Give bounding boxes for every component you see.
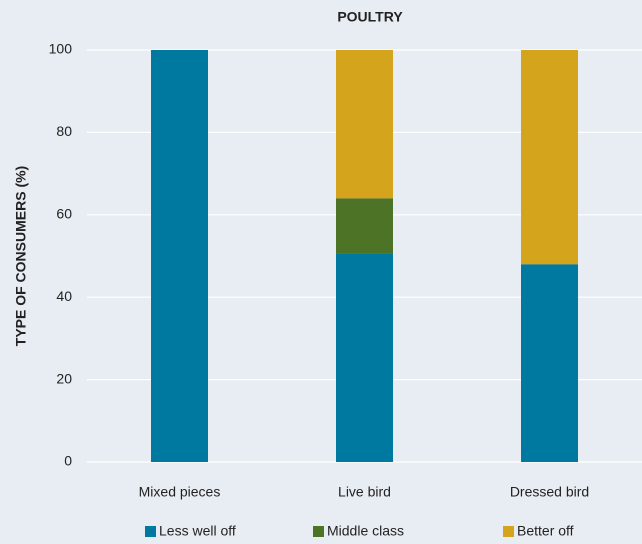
bar-segment — [336, 253, 393, 462]
chart-title: POULTRY — [337, 9, 403, 25]
y-tick-label: 80 — [56, 123, 72, 139]
y-tick-label: 20 — [56, 370, 72, 386]
legend-swatch — [503, 526, 514, 537]
legend-swatch — [145, 526, 156, 537]
bar-segment — [521, 264, 578, 462]
y-tick-label: 40 — [56, 288, 72, 304]
legend-label: Less well off — [159, 523, 236, 539]
legend-label: Better off — [517, 523, 574, 539]
x-tick-label: Mixed pieces — [139, 484, 221, 500]
y-tick-label: 100 — [49, 41, 73, 57]
bar-segment — [336, 198, 393, 254]
y-tick-label: 0 — [64, 453, 72, 469]
bar-segment — [521, 50, 578, 265]
bar-segment — [151, 50, 208, 462]
legend-swatch — [313, 526, 324, 537]
legend-label: Middle class — [327, 523, 404, 539]
bar-segment — [336, 50, 393, 199]
y-tick-label: 60 — [56, 206, 72, 222]
x-tick-label: Live bird — [338, 484, 391, 500]
y-axis-label: TYPE OF CONSUMERS (%) — [13, 166, 29, 346]
x-tick-label: Dressed bird — [510, 484, 589, 500]
